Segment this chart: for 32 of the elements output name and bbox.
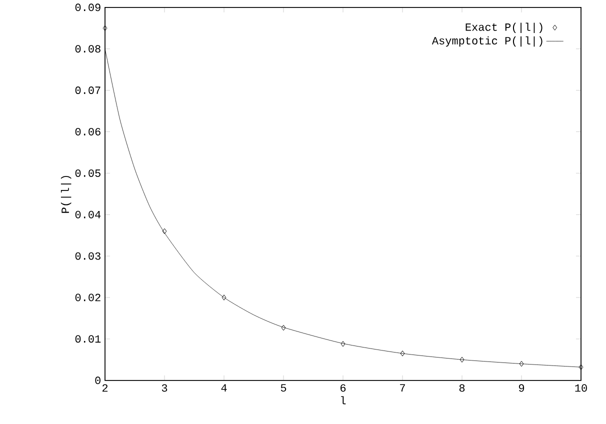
y-tick-label: 0.09 xyxy=(75,3,100,11)
legend-label: Exact P(|l|) xyxy=(466,22,542,33)
y-tick-label: 0.02 xyxy=(75,294,100,302)
y-tick-label: 0.08 xyxy=(75,44,100,52)
point xyxy=(578,364,584,370)
y-tick-label: 0 xyxy=(95,376,100,384)
x-tick-label: 10 xyxy=(575,384,587,392)
point xyxy=(162,228,167,234)
y-tick-label: 0.01 xyxy=(75,335,101,342)
x-tick-label: 8 xyxy=(459,384,465,392)
x-tick-label: 6 xyxy=(340,384,346,392)
point xyxy=(281,324,286,330)
y-tick-label: 0.07 xyxy=(75,86,100,94)
x-tick-label: 9 xyxy=(518,384,524,392)
x-tick-label: 3 xyxy=(162,384,168,392)
legend-label: Asymptotic P(|l|) xyxy=(432,36,542,46)
x-tick-label: 4 xyxy=(221,384,227,392)
x-tick-label: 2 xyxy=(102,384,108,392)
point xyxy=(460,356,464,362)
x-tick-label: 5 xyxy=(280,384,286,392)
y-tick-label: 0.04 xyxy=(75,210,101,218)
y-tick-label: 0.06 xyxy=(75,128,100,136)
point xyxy=(340,340,346,347)
y-axis-title: P(|l|) xyxy=(60,176,72,213)
x-axis-title: l xyxy=(341,396,346,404)
point xyxy=(400,350,405,356)
y-tick-label: 0.05 xyxy=(75,169,100,177)
x-tick-label: 7 xyxy=(400,384,405,392)
point xyxy=(102,25,108,31)
point xyxy=(519,360,524,366)
point xyxy=(222,294,226,300)
y-tick-label: 0.03 xyxy=(75,252,100,260)
